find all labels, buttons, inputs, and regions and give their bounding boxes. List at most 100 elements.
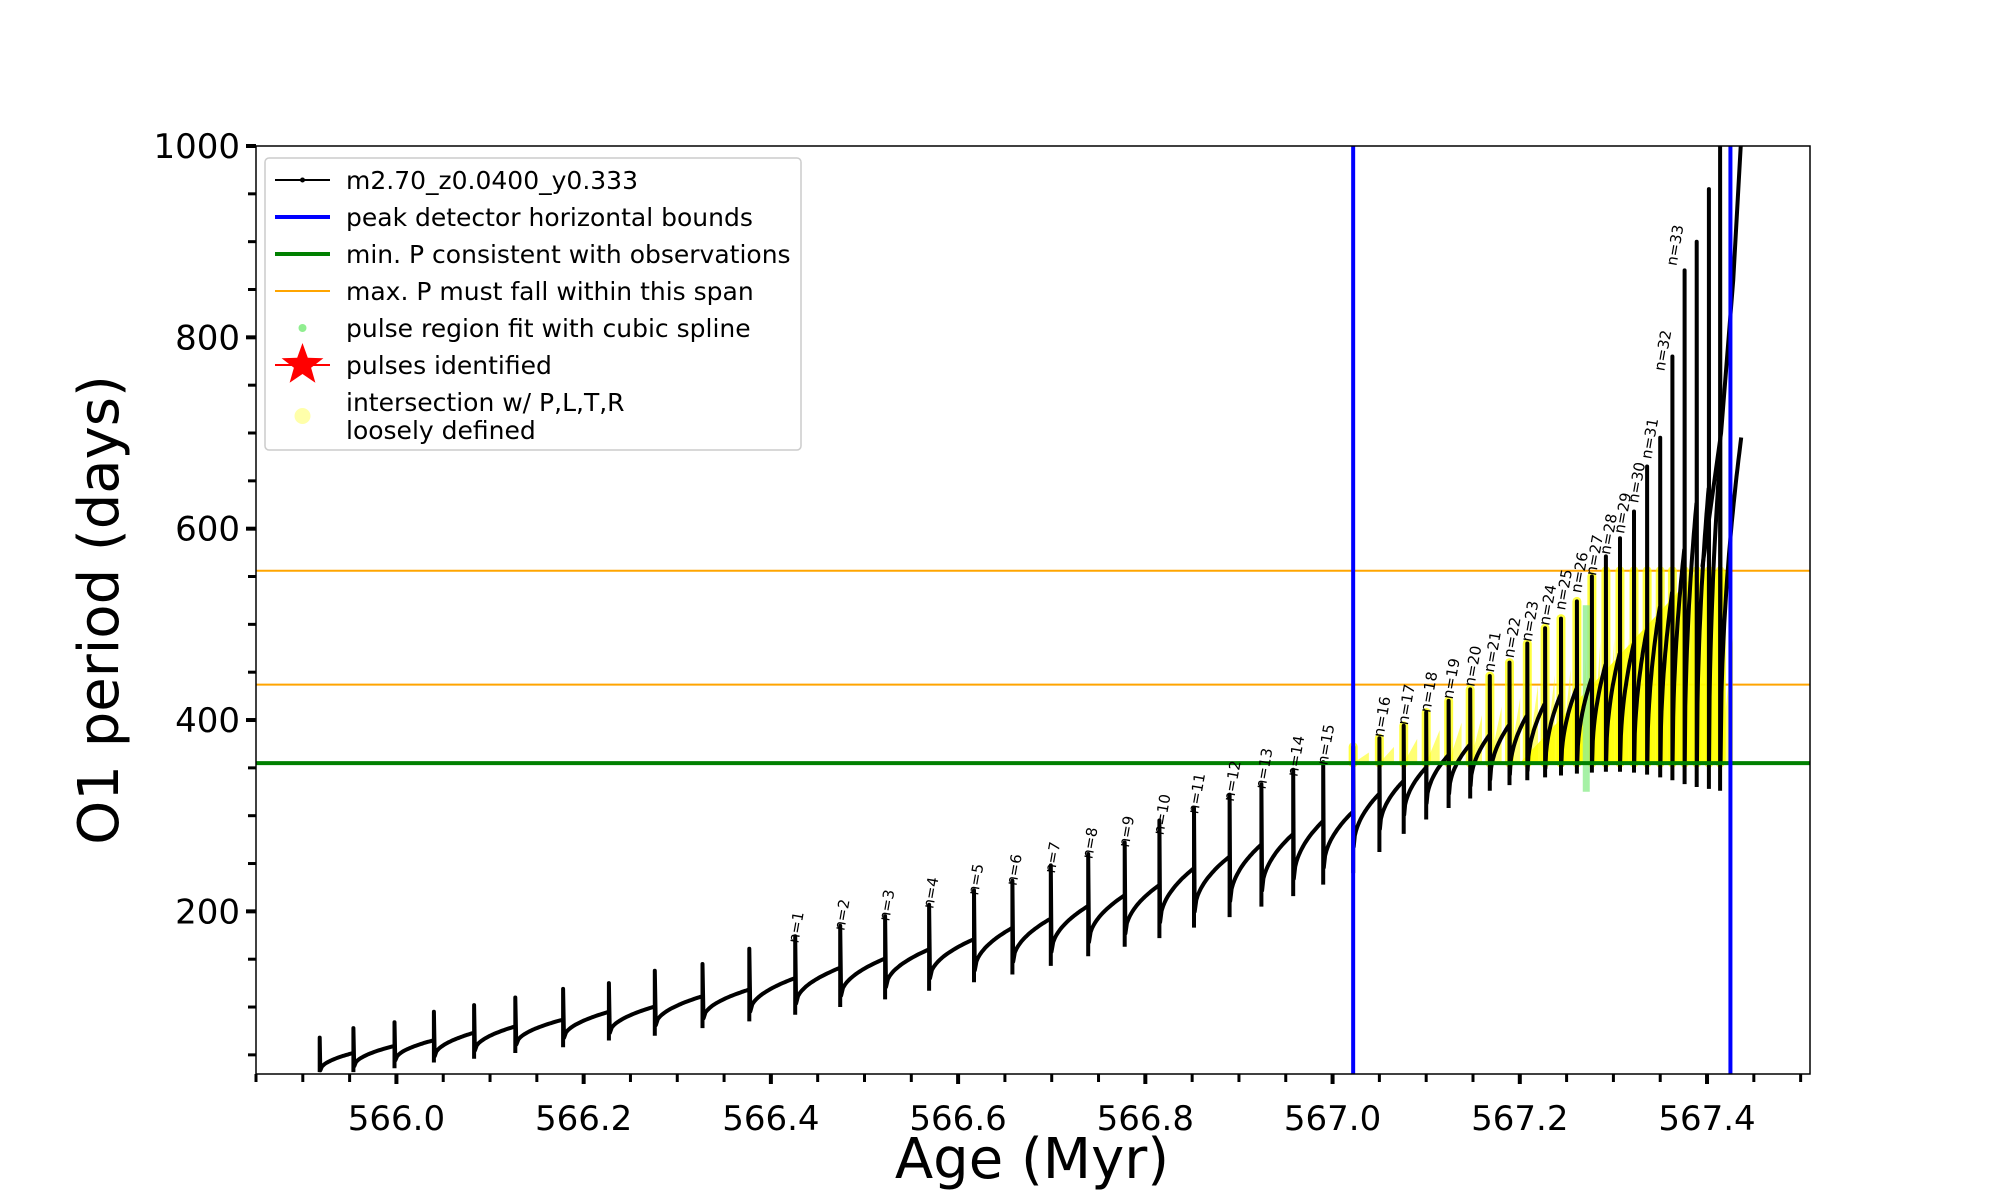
pulse-cycle-1 [317,1035,354,1073]
pulse-cycle-19 [1086,852,1126,957]
pulse-cycle-2 [351,1026,395,1073]
legend-item-1-label: m2.70_z0.0400_y0.333 [346,166,638,195]
pulse-cycle-7 [561,986,609,1048]
intersection-fill-28 [1379,746,1394,764]
pulse-cycle-23 [1227,792,1263,918]
pulse-label: n=3 [875,888,898,922]
pulse-cycle-18 [1048,863,1089,966]
legend-item-7-label: intersection w/ P,L,T,R [346,388,625,417]
pulse-cycle-48 [1706,187,1722,789]
pulse-labels: n=1 n=2 n=3 n=4 n=5 n=6 n=7 n=8 n=9 n=10 n=11 n=12 n… [785,223,1688,944]
pulse-cycle-47 [1694,239,1711,787]
pulse-cycle-24 [1259,782,1294,907]
pulse-cycle-16 [972,888,1013,983]
pulse-label: n=16 [1370,695,1395,739]
pulse-cycle-38 [1574,599,1594,774]
pulse-label: n=4 [919,876,942,910]
pulse-cycle-34 [1507,660,1529,786]
pulse-cycle-4 [431,1009,474,1063]
pulse-cycle-26 [1321,760,1354,885]
pulse-cycle-27 [1351,744,1381,874]
pulse-cycle-36 [1543,626,1563,778]
pulse-label: n=17 [1394,683,1419,727]
pulse-cycle-45 [1670,354,1687,781]
y-axis: 200 400 600 800 1000 [153,127,256,1057]
legend-item-1-marker [300,177,305,183]
pulse-cycle-8 [606,981,655,1041]
pulse-cycle-15 [927,902,974,991]
pulse-cycle-31 [1446,698,1472,808]
pulse-cycle-42 [1632,509,1649,773]
x-tick-label: 566.4 [722,1099,819,1139]
pulse-label: n=1 [785,910,808,944]
pulse-label: n=5 [964,862,987,896]
pulse-cycle-37 [1559,616,1579,776]
pulse-cycle-20 [1122,840,1160,947]
pulse-cycle-3 [392,1020,434,1069]
pulse-cycle-12 [793,934,841,1015]
x-axis-title: Age (Myr) [895,1127,1169,1192]
x-tick-label: 566.2 [535,1099,632,1139]
pulse-cycle-46 [1682,268,1699,785]
pulse-label: n=9 [1115,814,1138,848]
pulse-cycle-28 [1377,736,1405,852]
x-tick-label: 567.4 [1658,1099,1755,1139]
pulse-label: n=19 [1439,657,1464,701]
pulse-cycle-29 [1401,723,1428,834]
pulse-cycle-13 [838,923,885,1007]
pulse-cycle-9 [652,968,703,1036]
x-axis: 566.0 566.2 566.4 566.6 566.8 567.0 567.2 567.4 [254,1074,1803,1139]
pulse-label: n=7 [1041,840,1064,874]
pulse-cycle-22 [1192,806,1231,928]
pulse-label: n=13 [1252,747,1277,791]
legend-item-6-marker [281,343,324,383]
pulse-cycle-44 [1658,435,1675,778]
legend-box [264,157,802,451]
legend-item-5-label: pulse region fit with cubic spline [346,314,751,343]
pulse-cycle-35 [1525,641,1547,781]
y-tick-label: 200 [175,892,240,932]
terminal-rise [1700,146,1743,568]
y-axis-title: O1 period (days) [67,375,132,845]
pulse-cycle-5 [472,1003,516,1059]
pulse-cycle-6 [513,995,563,1053]
x-tick-label: 567.0 [1284,1099,1381,1139]
pulse-cycle-21 [1157,818,1195,939]
pulse-label: n=2 [830,898,853,932]
legend-item-7-marker [294,408,311,424]
intersection-fill-30 [1426,730,1440,764]
max-period-span [256,569,1810,686]
pulse-label: n=10 [1150,793,1175,837]
pulse-label: n=11 [1184,772,1209,816]
pulse-cycle-43 [1645,464,1662,775]
intersection-fill-29 [1403,738,1418,764]
pulse-cycle-40 [1603,554,1622,772]
pulse-label: n=33 [1663,223,1688,267]
pulse-cycle-14 [883,914,930,1000]
pulse-cycle-25 [1291,767,1325,897]
x-tick-label: 566.6 [909,1099,1006,1139]
pulse-label: n=8 [1078,826,1101,860]
x-tick-label: 566.0 [348,1099,445,1139]
legend-item-3-label: min. P consistent with observations [346,240,791,269]
pulse-cycle-10 [700,962,750,1029]
x-tick-label: 566.8 [1097,1099,1194,1139]
pulse-cycle-17 [1010,878,1051,975]
pulse-cycle-30 [1424,710,1450,820]
legend-item-2-label: peak detector horizontal bounds [346,203,753,232]
pulse-cycle-32 [1468,687,1492,799]
pulse-label: n=18 [1416,670,1441,714]
series-m2.70-line [317,146,1744,1073]
legend-item-5-marker [298,324,307,332]
pulse-cycle-39 [1589,574,1608,773]
pulse-label: n=6 [1003,853,1026,887]
peak-detector-bounds [1351,146,1733,1074]
legend-item-6-label: pulses identified [346,351,552,380]
y-tick-label: 1000 [153,127,240,167]
intersection-fill-27 [1353,752,1369,764]
y-tick-label: 400 [175,701,240,741]
x-tick-label: 567.2 [1471,1099,1568,1139]
pulse-label: n=14 [1283,734,1308,778]
